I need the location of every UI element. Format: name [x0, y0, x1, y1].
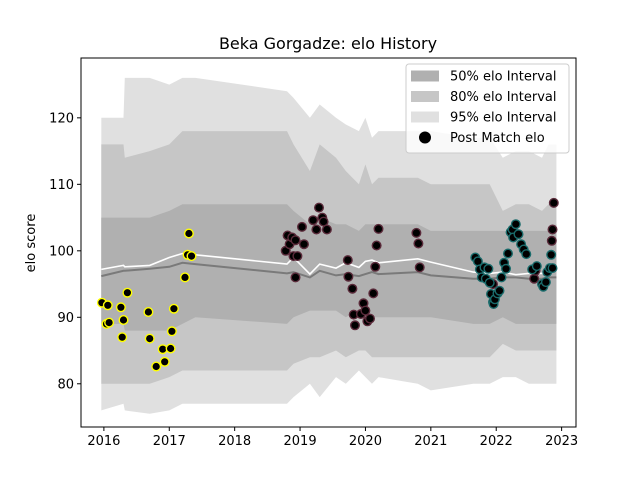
data-point — [484, 277, 495, 288]
data-point — [308, 215, 319, 226]
data-point — [494, 285, 505, 296]
match-points — [96, 197, 559, 372]
data-point — [159, 356, 170, 367]
data-point — [314, 202, 325, 213]
data-point — [368, 288, 379, 299]
data-point — [290, 235, 301, 246]
data-point — [350, 320, 361, 331]
legend-label: 80% elo Interval — [450, 90, 557, 105]
data-point — [166, 326, 177, 337]
data-point — [547, 263, 558, 274]
y-tick-label: 90 — [57, 311, 74, 326]
y-tick-label: 100 — [49, 244, 74, 259]
data-point — [297, 221, 308, 232]
y-tick-label: 80 — [57, 377, 74, 392]
legend-label: 95% elo Interval — [450, 111, 557, 126]
data-point — [122, 287, 133, 298]
data-point — [151, 361, 162, 372]
data-point — [483, 263, 494, 274]
data-point — [513, 229, 524, 240]
data-point — [413, 238, 424, 249]
data-point — [547, 224, 558, 235]
legend-marker — [419, 131, 431, 144]
data-point — [373, 223, 384, 234]
x-axis: 2016 2017 2018 2019 2020 2021 2022 2023 — [87, 427, 578, 449]
data-point — [165, 343, 176, 354]
data-point — [370, 261, 381, 272]
data-point — [347, 283, 358, 294]
x-tick-label: 2020 — [349, 434, 382, 449]
y-tick-label: 120 — [49, 111, 74, 126]
mean-line — [101, 252, 557, 276]
plot-area — [96, 77, 559, 414]
data-point — [144, 333, 155, 344]
data-point — [143, 307, 154, 318]
data-point — [321, 224, 332, 235]
data-point — [311, 224, 322, 235]
y-axis: 80 90 100 110 120 — [49, 111, 81, 392]
data-point — [546, 235, 557, 246]
data-point — [529, 273, 540, 284]
data-point — [343, 271, 354, 282]
x-tick-label: 2016 — [87, 434, 120, 449]
y-tick-label: 110 — [49, 178, 74, 193]
x-tick-label: 2021 — [414, 434, 447, 449]
data-point — [117, 332, 128, 343]
data-point — [102, 300, 113, 311]
x-tick-label: 2022 — [480, 434, 513, 449]
series-1 — [280, 197, 559, 331]
data-point — [342, 255, 353, 266]
data-point — [115, 302, 126, 313]
series-2 — [470, 219, 558, 310]
data-point — [168, 303, 179, 314]
interval-bands — [101, 77, 557, 414]
plot-frame — [80, 57, 577, 428]
median-line — [101, 261, 557, 280]
data-point — [496, 272, 507, 283]
data-point — [411, 227, 422, 238]
data-point — [546, 249, 557, 260]
legend-swatch — [411, 91, 439, 102]
data-point — [371, 240, 382, 251]
x-tick-label: 2017 — [153, 434, 186, 449]
data-point — [501, 263, 512, 274]
data-point — [414, 262, 425, 273]
chart-title: Beka Gorgadze: elo History — [219, 34, 437, 53]
y-axis-label: elo score — [24, 214, 39, 273]
legend: 50% elo Interval 80% elo Interval 95% elo … — [405, 63, 570, 154]
legend-label: Post Match elo — [450, 131, 545, 146]
data-point — [179, 272, 190, 283]
data-point — [299, 239, 310, 250]
data-point — [365, 313, 376, 324]
trend-lines — [101, 252, 557, 280]
data-point — [360, 305, 371, 316]
data-point — [186, 251, 197, 262]
x-tick-label: 2019 — [284, 434, 317, 449]
data-point — [104, 317, 115, 328]
series-0 — [96, 228, 197, 372]
data-point — [540, 277, 551, 288]
data-point — [292, 251, 303, 262]
data-point — [548, 197, 559, 208]
data-point — [521, 249, 532, 260]
data-point — [118, 315, 129, 326]
data-point — [183, 228, 194, 239]
legend-box — [405, 63, 570, 154]
legend-swatch — [411, 111, 439, 123]
data-point — [531, 261, 542, 272]
x-tick-label: 2023 — [545, 434, 578, 449]
legend-label: 50% elo Interval — [450, 70, 557, 85]
data-point — [510, 219, 521, 230]
data-point — [290, 272, 301, 283]
x-tick-label: 2018 — [218, 434, 251, 449]
data-point — [503, 248, 514, 259]
band-50 — [101, 204, 557, 331]
legend-swatch — [411, 70, 439, 82]
